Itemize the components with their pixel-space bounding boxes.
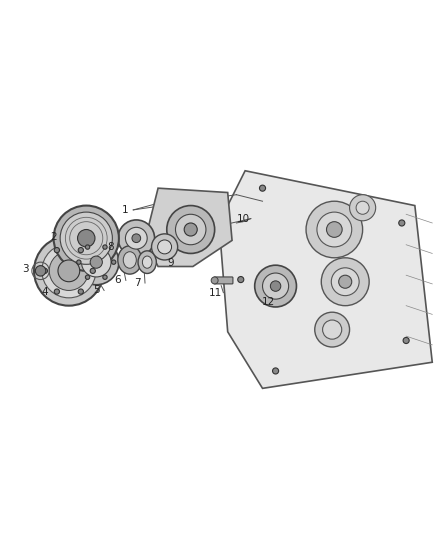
Circle shape [132,234,141,243]
Circle shape [53,206,119,271]
Circle shape [356,201,369,214]
Circle shape [315,312,350,347]
Polygon shape [219,171,432,389]
Text: 5: 5 [93,286,99,295]
Circle shape [403,337,409,344]
Circle shape [152,234,178,260]
Text: 3: 3 [22,264,28,273]
Circle shape [54,289,60,294]
Circle shape [317,212,352,247]
Ellipse shape [138,251,156,273]
Text: 6: 6 [115,276,121,286]
Text: 10: 10 [237,214,250,224]
Text: 8: 8 [107,242,113,252]
Text: 4: 4 [42,287,48,297]
Polygon shape [268,266,283,271]
Circle shape [350,195,376,221]
Circle shape [399,220,405,226]
Text: 2: 2 [50,232,57,243]
Circle shape [74,239,119,285]
Circle shape [158,240,172,254]
Circle shape [54,247,60,253]
Circle shape [42,244,96,298]
Circle shape [118,220,155,256]
Circle shape [339,275,352,288]
Circle shape [211,277,218,284]
FancyBboxPatch shape [214,277,233,284]
Circle shape [78,247,83,253]
Circle shape [35,265,46,276]
Circle shape [331,268,359,296]
Circle shape [77,260,81,264]
Circle shape [42,268,47,273]
Circle shape [78,230,95,247]
Ellipse shape [118,246,142,274]
Circle shape [167,206,215,254]
Circle shape [326,222,342,237]
Text: 11: 11 [209,288,222,297]
Circle shape [262,273,289,299]
Text: 1: 1 [122,205,129,215]
Circle shape [306,201,363,258]
Text: 9: 9 [168,258,174,268]
Circle shape [60,212,113,264]
Circle shape [85,245,90,249]
Circle shape [103,245,107,249]
Circle shape [238,277,244,282]
Circle shape [254,265,297,307]
Text: 7: 7 [134,278,141,288]
Circle shape [272,368,279,374]
Circle shape [49,251,88,290]
Circle shape [259,185,265,191]
Circle shape [103,275,107,279]
Circle shape [125,228,147,249]
Ellipse shape [142,256,152,268]
Circle shape [322,320,342,339]
Ellipse shape [123,252,136,268]
Circle shape [176,214,206,245]
Circle shape [85,275,90,279]
Circle shape [78,289,83,294]
Circle shape [90,256,102,268]
Circle shape [184,223,197,236]
Circle shape [270,281,281,292]
Polygon shape [145,188,232,266]
Circle shape [34,236,104,305]
Circle shape [90,268,95,273]
Circle shape [58,260,80,282]
Circle shape [112,260,116,264]
Circle shape [321,258,369,305]
Circle shape [81,247,111,277]
Text: 12: 12 [262,297,275,307]
